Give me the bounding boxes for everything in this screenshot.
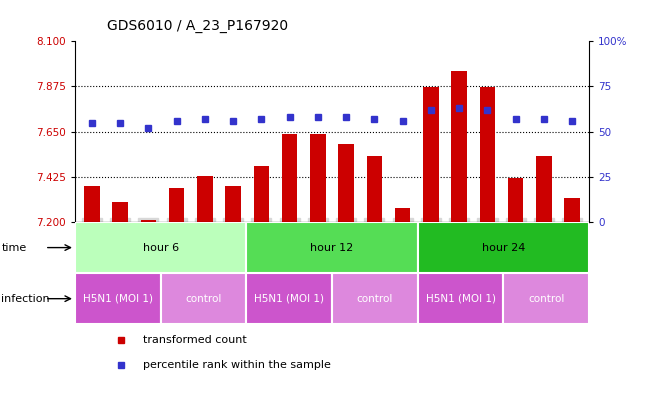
Text: control: control <box>186 294 221 304</box>
Bar <box>418 273 503 324</box>
Bar <box>332 273 418 324</box>
Bar <box>536 156 551 222</box>
Bar <box>339 144 354 222</box>
Bar <box>225 186 241 222</box>
Text: control: control <box>528 294 564 304</box>
Text: percentile rank within the sample: percentile rank within the sample <box>143 360 331 370</box>
Bar <box>141 220 156 222</box>
Bar <box>75 222 246 273</box>
Text: hour 24: hour 24 <box>482 242 525 253</box>
Bar <box>113 202 128 222</box>
Bar <box>310 134 326 222</box>
Text: H5N1 (MOI 1): H5N1 (MOI 1) <box>254 294 324 304</box>
Text: GDS6010 / A_23_P167920: GDS6010 / A_23_P167920 <box>107 19 288 33</box>
Text: hour 12: hour 12 <box>311 242 353 253</box>
Bar <box>480 88 495 222</box>
Bar <box>197 176 213 222</box>
Text: infection: infection <box>1 294 50 304</box>
Bar <box>418 222 589 273</box>
Bar <box>161 273 246 324</box>
Text: time: time <box>1 242 27 253</box>
Text: control: control <box>357 294 393 304</box>
Bar <box>508 178 523 222</box>
Bar <box>564 198 580 222</box>
Text: transformed count: transformed count <box>143 336 247 345</box>
Bar <box>282 134 298 222</box>
Bar <box>367 156 382 222</box>
Bar <box>169 188 184 222</box>
Bar <box>75 273 161 324</box>
Bar <box>451 72 467 222</box>
Bar <box>84 186 100 222</box>
Bar <box>254 166 269 222</box>
Bar <box>395 208 410 222</box>
Bar <box>503 273 589 324</box>
Bar <box>246 222 418 273</box>
Text: H5N1 (MOI 1): H5N1 (MOI 1) <box>83 294 153 304</box>
Bar <box>423 88 439 222</box>
Text: hour 6: hour 6 <box>143 242 178 253</box>
Bar <box>246 273 332 324</box>
Text: H5N1 (MOI 1): H5N1 (MOI 1) <box>426 294 495 304</box>
